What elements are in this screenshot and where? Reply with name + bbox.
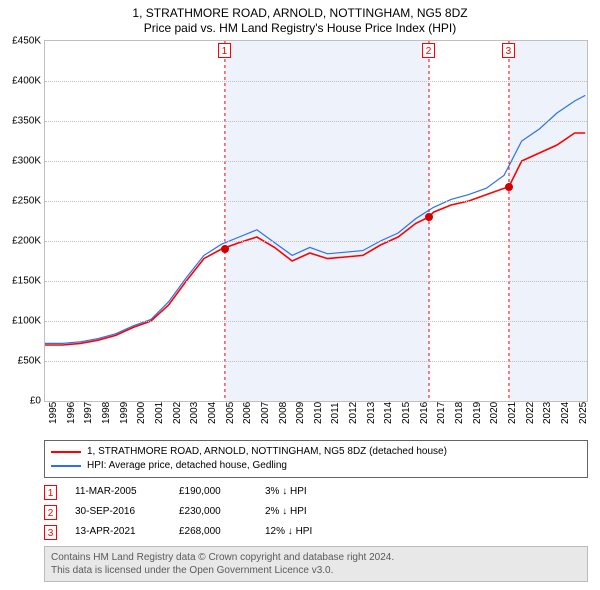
transaction-row: 1 11-MAR-2005 £190,000 3% ↓ HPI (44, 482, 588, 502)
marker-dot-3 (505, 183, 513, 191)
x-tick-label: 2018 (454, 402, 465, 424)
gridline (45, 361, 587, 362)
transaction-row: 3 13-APR-2021 £268,000 12% ↓ HPI (44, 522, 588, 542)
x-tick-label: 1995 (48, 402, 59, 424)
event-index-box: 2 (44, 505, 57, 520)
legend-swatch-2 (51, 465, 81, 467)
event-diff: 3% ↓ HPI (265, 482, 307, 502)
title-line1: 1, STRATHMORE ROAD, ARNOLD, NOTTINGHAM, … (8, 6, 592, 21)
y-tick-label: £350K (5, 116, 41, 127)
marker-dot-1 (221, 245, 229, 253)
x-tick-label: 1998 (101, 402, 112, 424)
event-price: £190,000 (179, 482, 247, 502)
marker-box-2: 2 (422, 43, 435, 58)
x-tick-label: 2000 (136, 402, 147, 424)
x-tick-label: 2006 (242, 402, 253, 424)
x-tick-label: 2008 (278, 402, 289, 424)
event-diff: 2% ↓ HPI (265, 502, 307, 522)
x-tick-label: 2005 (225, 402, 236, 424)
x-tick-label: 2015 (401, 402, 412, 424)
legend-swatch-1 (51, 451, 81, 453)
event-date: 13-APR-2021 (75, 522, 161, 542)
title-line2: Price paid vs. HM Land Registry's House … (8, 21, 592, 36)
gridline (45, 241, 587, 242)
x-tick-label: 2014 (383, 402, 394, 424)
x-tick-label: 2009 (295, 402, 306, 424)
event-index-box: 1 (44, 485, 57, 500)
price-chart: £0£50K£100K£150K£200K£250K£300K£350K£400… (44, 40, 588, 402)
footer-line2: This data is licensed under the Open Gov… (51, 564, 581, 577)
chart-legend: 1, STRATHMORE ROAD, ARNOLD, NOTTINGHAM, … (44, 440, 588, 478)
transaction-list: 1 11-MAR-2005 £190,000 3% ↓ HPI 2 30-SEP-2016… (44, 482, 588, 542)
event-price: £268,000 (179, 522, 247, 542)
x-tick-label: 2020 (489, 402, 500, 424)
gridline (45, 321, 587, 322)
x-tick-label: 2010 (313, 402, 324, 424)
y-tick-label: £300K (5, 156, 41, 167)
y-tick-label: £0 (5, 396, 41, 407)
x-tick-label: 2024 (560, 402, 571, 424)
y-tick-label: £450K (5, 36, 41, 47)
x-tick-label: 2025 (578, 402, 589, 424)
attribution-footer: Contains HM Land Registry data © Crown c… (44, 546, 588, 582)
marker-box-3: 3 (502, 43, 515, 58)
x-tick-label: 2021 (507, 402, 518, 424)
event-date: 11-MAR-2005 (75, 482, 161, 502)
x-tick-label: 2017 (436, 402, 447, 424)
event-diff: 12% ↓ HPI (265, 522, 312, 542)
x-tick-label: 2022 (525, 402, 536, 424)
gridline (45, 121, 587, 122)
y-tick-label: £200K (5, 236, 41, 247)
y-tick-label: £50K (5, 356, 41, 367)
marker-box-1: 1 (218, 43, 231, 58)
gridline (45, 81, 587, 82)
x-tick-label: 1997 (83, 402, 94, 424)
legend-row: HPI: Average price, detached house, Gedl… (51, 459, 581, 473)
x-tick-label: 2003 (189, 402, 200, 424)
x-axis-labels: 1995 1996 1997 1998 1999 2000 2001 2002 2003 2004… (44, 402, 588, 434)
y-tick-label: £400K (5, 76, 41, 87)
marker-dot-2 (425, 213, 433, 221)
gridline (45, 201, 587, 202)
x-tick-label: 1999 (119, 402, 130, 424)
event-date: 30-SEP-2016 (75, 502, 161, 522)
x-tick-label: 1996 (66, 402, 77, 424)
x-tick-label: 2023 (542, 402, 553, 424)
x-tick-label: 2012 (348, 402, 359, 424)
gridline (45, 281, 587, 282)
event-index-box: 3 (44, 525, 57, 540)
x-tick-label: 2011 (330, 402, 341, 424)
transaction-row: 2 30-SEP-2016 £230,000 2% ↓ HPI (44, 502, 588, 522)
legend-label-2: HPI: Average price, detached house, Gedl… (87, 459, 287, 473)
x-tick-label: 2004 (207, 402, 218, 424)
event-price: £230,000 (179, 502, 247, 522)
footer-line1: Contains HM Land Registry data © Crown c… (51, 551, 581, 564)
x-tick-label: 2002 (172, 402, 183, 424)
x-tick-label: 2019 (472, 402, 483, 424)
gridline (45, 161, 587, 162)
x-tick-label: 2007 (260, 402, 271, 424)
y-tick-label: £250K (5, 196, 41, 207)
y-tick-label: £150K (5, 276, 41, 287)
y-tick-label: £100K (5, 316, 41, 327)
x-tick-label: 2013 (366, 402, 377, 424)
chart-plot (45, 41, 587, 401)
x-tick-label: 2016 (419, 402, 430, 424)
legend-label-1: 1, STRATHMORE ROAD, ARNOLD, NOTTINGHAM, … (87, 445, 447, 459)
x-tick-label: 2001 (154, 402, 165, 424)
legend-row: 1, STRATHMORE ROAD, ARNOLD, NOTTINGHAM, … (51, 445, 581, 459)
